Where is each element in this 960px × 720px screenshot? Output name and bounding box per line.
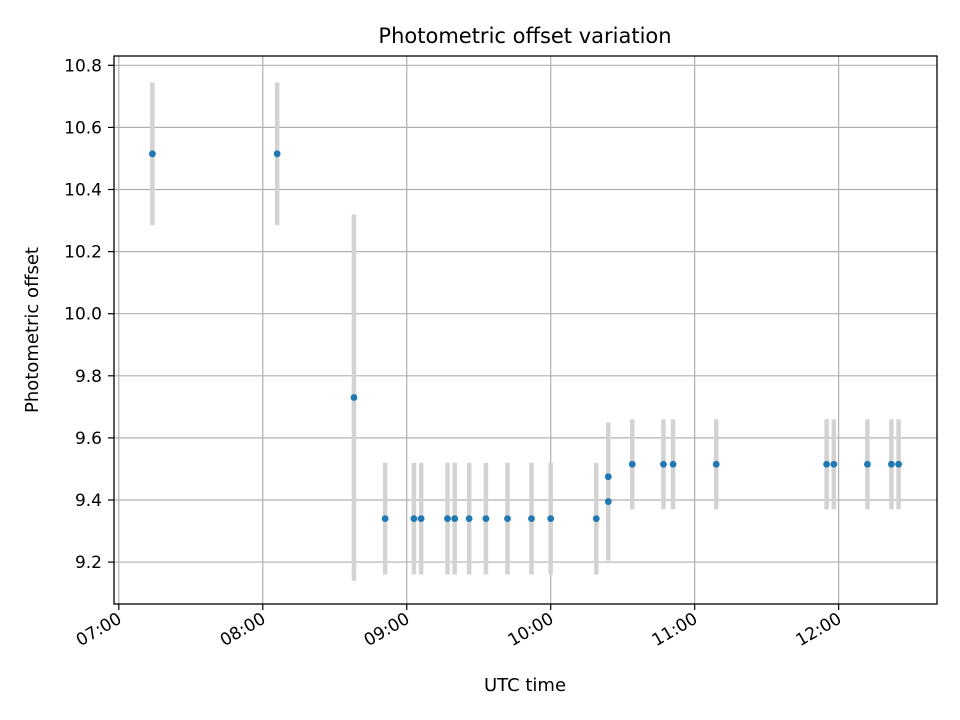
data-point — [604, 498, 612, 505]
data-point — [451, 515, 459, 523]
data-point — [528, 515, 535, 523]
y-tick-label: 10.0 — [64, 305, 102, 325]
data-point — [444, 515, 451, 523]
y-tick-label: 9.8 — [75, 367, 102, 387]
data-point — [482, 515, 490, 523]
data-point — [660, 460, 667, 468]
y-tick-label: 10.8 — [64, 56, 102, 76]
grid — [114, 56, 937, 604]
data-point — [592, 515, 600, 523]
data-point — [410, 515, 418, 523]
data-point — [888, 460, 895, 468]
data-point — [547, 515, 555, 523]
y-tick-label: 9.6 — [75, 429, 102, 449]
y-tick-label: 9.4 — [75, 491, 102, 511]
data-point — [628, 460, 636, 468]
y-tick-label: 10.4 — [64, 181, 102, 201]
y-axis-title: Photometric offset — [22, 247, 43, 413]
data-point — [712, 460, 720, 468]
data-point — [465, 515, 473, 523]
data-point — [504, 515, 511, 523]
y-tick-label: 10.2 — [64, 243, 102, 263]
data-point — [823, 460, 831, 468]
data-point — [273, 150, 281, 158]
chart-title: Photometric offset variation — [378, 24, 671, 48]
y-tick-label: 9.2 — [75, 553, 102, 573]
data-point — [830, 460, 838, 468]
data-point — [669, 460, 677, 468]
data-point — [895, 460, 903, 468]
data-point — [417, 515, 425, 523]
data-point — [381, 515, 389, 523]
data-points — [148, 150, 903, 523]
data-point — [864, 460, 871, 468]
x-axis-title: UTC time — [484, 675, 566, 696]
data-point — [604, 473, 612, 481]
data-point — [350, 394, 358, 401]
y-tick-label: 10.6 — [64, 118, 102, 138]
plot-frame — [113, 55, 938, 605]
data-point — [148, 150, 156, 158]
